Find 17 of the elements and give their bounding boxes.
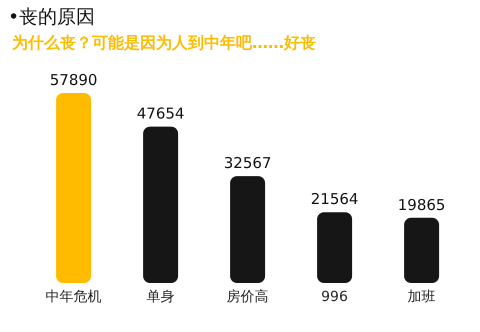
bar [404,218,440,283]
chart-title: •丧的原因 [8,5,96,30]
x-tick-label: 单身 [146,288,174,305]
data-label: 21564 [310,190,358,208]
x-tick-label: 房价高 [226,288,268,305]
bar [230,176,266,283]
x-tick-label: 中年危机 [46,288,102,305]
bar [56,93,92,283]
chart-subtitle: 为什么丧？可能是因为人到中年吧……好丧 [12,33,316,54]
bar [143,126,178,283]
x-tick-label: 加班 [408,288,436,305]
data-label: 19865 [398,196,446,214]
x-tick-label: 996 [321,288,348,305]
bar [317,212,352,283]
data-label: 47654 [136,104,184,123]
data-label: 32567 [224,154,272,172]
data-label: 57890 [50,71,98,89]
